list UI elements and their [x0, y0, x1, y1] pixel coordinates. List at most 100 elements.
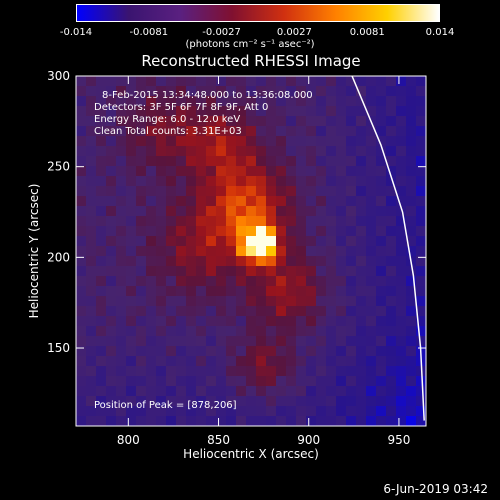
- heatmap-cell: [326, 226, 337, 237]
- heatmap-cell: [216, 276, 227, 287]
- heatmap-cell: [206, 406, 217, 417]
- heatmap-cell: [306, 406, 317, 417]
- heatmap-cell: [96, 236, 107, 247]
- heatmap-cell: [86, 406, 97, 417]
- heatmap-cell: [176, 116, 187, 127]
- heatmap-cell: [356, 106, 367, 117]
- heatmap-cell: [366, 86, 377, 97]
- heatmap-cell: [86, 246, 97, 257]
- heatmap-cell: [86, 266, 97, 277]
- heatmap-cell: [106, 216, 117, 227]
- heatmap-cell: [216, 186, 227, 197]
- heatmap-cell: [416, 216, 426, 227]
- heatmap-cell: [316, 386, 327, 397]
- heatmap-layer: [76, 76, 426, 426]
- heatmap-cell: [276, 156, 287, 167]
- heatmap-cell: [216, 306, 227, 317]
- heatmap-cell: [156, 316, 167, 327]
- heatmap-cell: [296, 106, 307, 117]
- heatmap-cell: [316, 346, 327, 357]
- heatmap-cell: [366, 156, 377, 167]
- heatmap-cell: [226, 76, 237, 87]
- heatmap-cell: [276, 316, 287, 327]
- heatmap-cell: [306, 206, 317, 217]
- heatmap-cell: [86, 226, 97, 237]
- heatmap-cell: [186, 86, 197, 97]
- heatmap-cell: [206, 196, 217, 207]
- heatmap-cell: [256, 346, 267, 357]
- heatmap-cell: [396, 86, 407, 97]
- heatmap-cell: [126, 176, 137, 187]
- heatmap-cell: [126, 146, 137, 157]
- heatmap-cell: [156, 236, 167, 247]
- heatmap-cell: [396, 196, 407, 207]
- heatmap-cell: [206, 186, 217, 197]
- heatmap-cell: [376, 166, 387, 177]
- heatmap-cell: [336, 266, 347, 277]
- heatmap-cell: [116, 276, 127, 287]
- heatmap-cell: [196, 106, 207, 117]
- heatmap-cell: [246, 366, 257, 377]
- heatmap-cell: [106, 416, 117, 426]
- heatmap-cell: [116, 96, 127, 107]
- heatmap-cell: [196, 256, 207, 267]
- heatmap-cell: [316, 266, 327, 277]
- heatmap-cell: [126, 356, 137, 367]
- heatmap-cell: [236, 236, 247, 247]
- heatmap-cell: [196, 346, 207, 357]
- heatmap-cell: [366, 146, 377, 157]
- heatmap-cell: [386, 76, 397, 87]
- heatmap-cell: [346, 176, 357, 187]
- heatmap-cell: [126, 186, 137, 197]
- heatmap-cell: [96, 106, 107, 117]
- heatmap-cell: [166, 196, 177, 207]
- heatmap-cell: [146, 276, 157, 287]
- heatmap-cell: [166, 156, 177, 167]
- heatmap-cell: [116, 416, 127, 426]
- heatmap-cell: [126, 386, 137, 397]
- heatmap-cell: [266, 116, 277, 127]
- heatmap-cell: [286, 266, 297, 277]
- heatmap-cell: [106, 296, 117, 307]
- heatmap-cell: [136, 196, 147, 207]
- heatmap-cell: [146, 316, 157, 327]
- heatmap-cell: [146, 366, 157, 377]
- heatmap-cell: [106, 196, 117, 207]
- heatmap-cell: [146, 76, 157, 87]
- heatmap-cell: [176, 356, 187, 367]
- heatmap-cell: [266, 156, 277, 167]
- y-tick-label: 300: [47, 69, 70, 83]
- heatmap-cell: [166, 266, 177, 277]
- heatmap-cell: [306, 366, 317, 377]
- heatmap-cell: [116, 286, 127, 297]
- heatmap-cell: [376, 256, 387, 267]
- heatmap-cell: [176, 126, 187, 137]
- heatmap-cell: [306, 186, 317, 197]
- heatmap-cell: [156, 226, 167, 237]
- heatmap-cell: [136, 336, 147, 347]
- heatmap-cell: [96, 296, 107, 307]
- heatmap-cell: [256, 256, 267, 267]
- heatmap-cell: [346, 216, 357, 227]
- heatmap-cell: [86, 366, 97, 377]
- heatmap-cell: [386, 86, 397, 97]
- heatmap-cell: [396, 266, 407, 277]
- heatmap-cell: [246, 396, 257, 407]
- heatmap-cell: [286, 276, 297, 287]
- heatmap-cell: [126, 326, 137, 337]
- heatmap-cell: [376, 156, 387, 167]
- heatmap-cell: [356, 416, 367, 426]
- heatmap-cell: [226, 406, 237, 417]
- heatmap-cell: [226, 266, 237, 277]
- heatmap-cell: [296, 276, 307, 287]
- heatmap-cell: [196, 276, 207, 287]
- heatmap-cell: [236, 366, 247, 377]
- heatmap-cell: [216, 366, 227, 377]
- heatmap-cell: [346, 146, 357, 157]
- heatmap-cell: [96, 346, 107, 357]
- heatmap-cell: [326, 326, 337, 337]
- heatmap-cell: [256, 146, 267, 157]
- heatmap-cell: [106, 116, 117, 127]
- heatmap-cell: [226, 396, 237, 407]
- heatmap-cell: [106, 366, 117, 377]
